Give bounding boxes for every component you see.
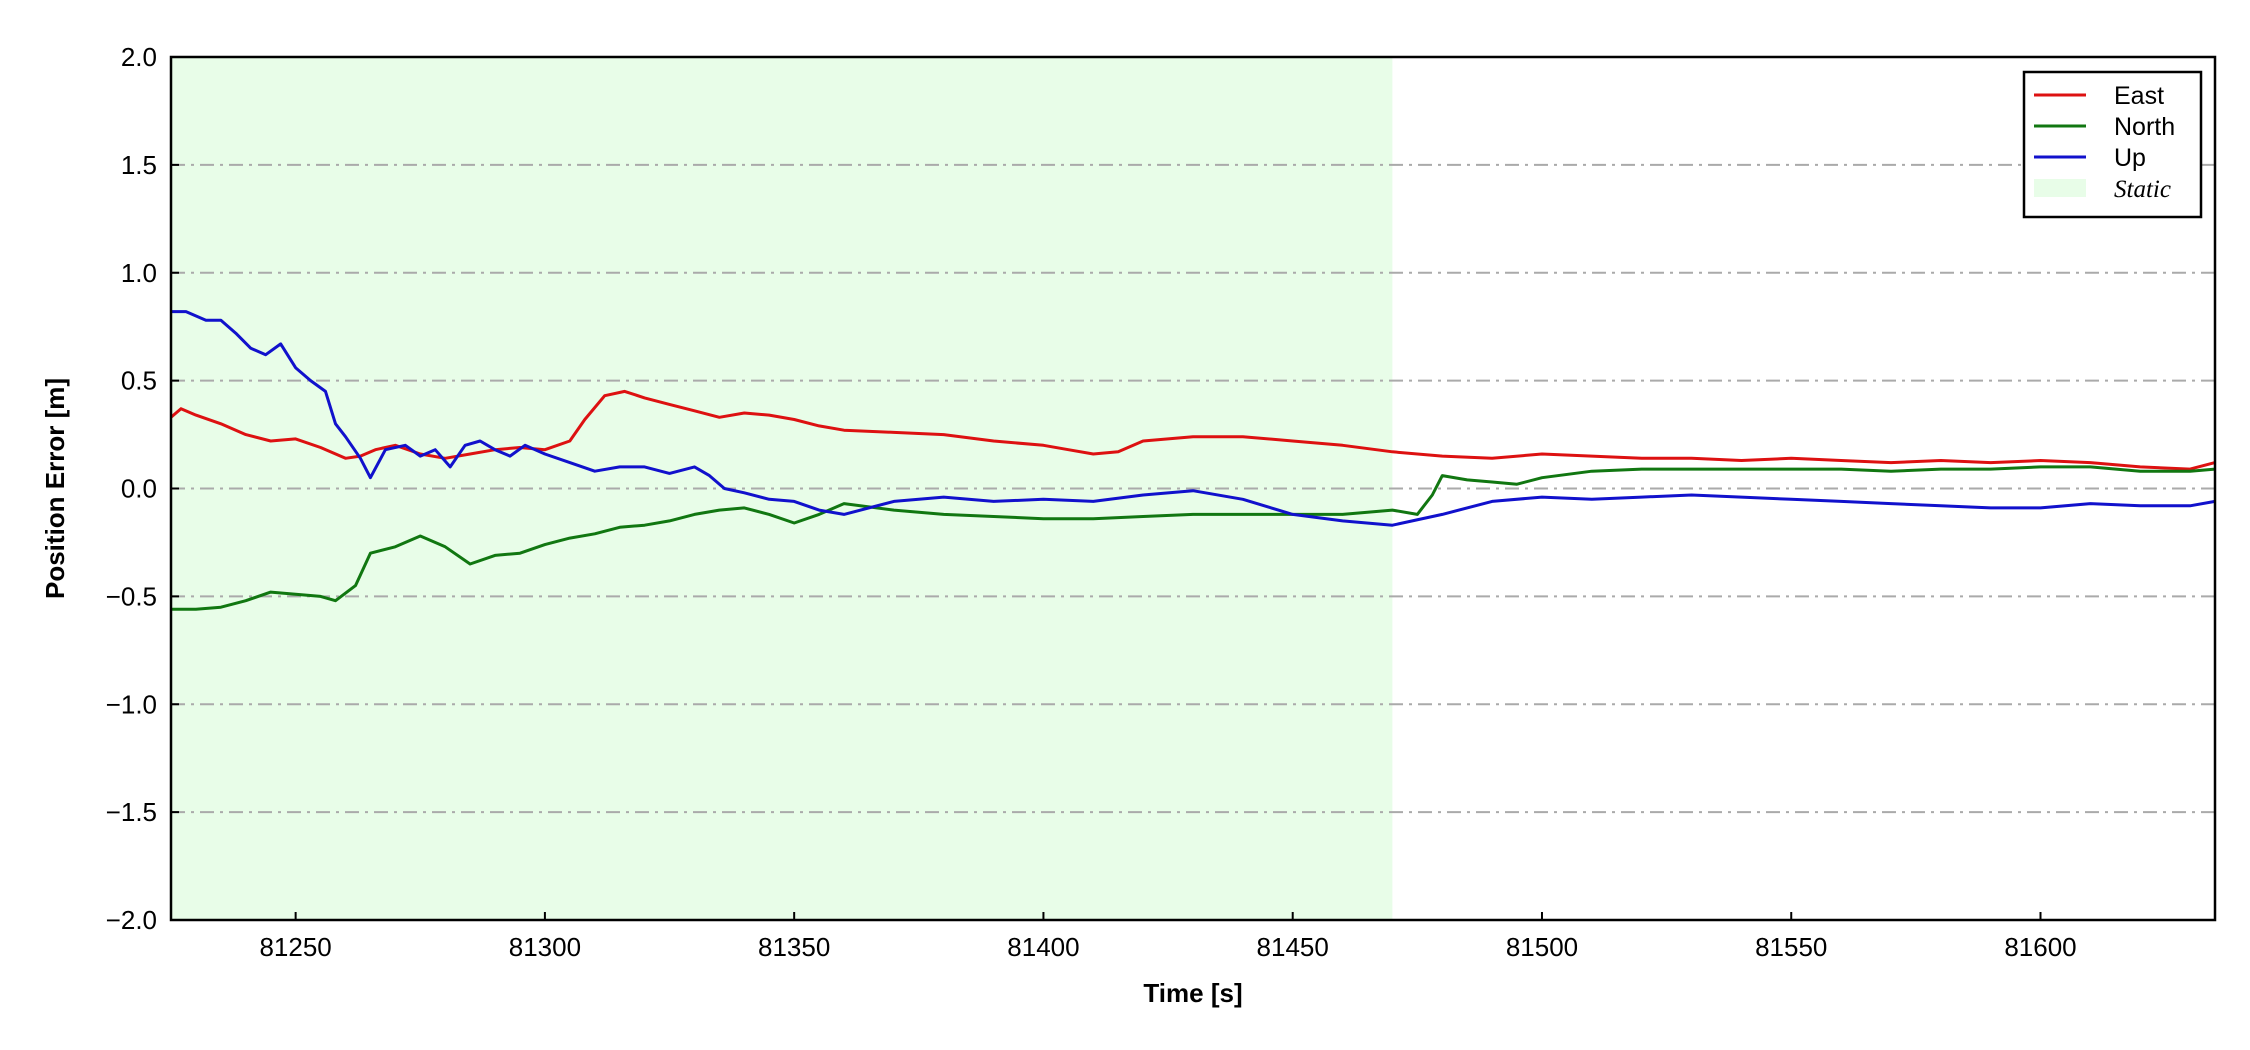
x-tick-label: 81500: [1506, 932, 1578, 962]
legend-label-up: Up: [2114, 144, 2146, 172]
tick-labels: 81250 81300 81350 81400 81450 81500 81550 81600…: [106, 42, 2077, 962]
legend-label-north: North: [2114, 113, 2175, 141]
series-lines: [170, 310, 2216, 611]
series-line-north: [171, 465, 2216, 611]
x-tick-label: 81600: [2004, 932, 2076, 962]
y-tick-label: 0.0: [121, 474, 157, 504]
x-tick-label: 81350: [758, 932, 830, 962]
series-line-east: [170, 389, 2216, 471]
y-tick-label: −1.5: [106, 797, 157, 827]
series-line-up: [171, 310, 2216, 527]
y-tick-label: 0.5: [121, 366, 157, 396]
x-tick-label: 81550: [1755, 932, 1827, 962]
x-tick-label: 81400: [1007, 932, 1079, 962]
x-tick-label: 81300: [509, 932, 581, 962]
y-tick-label: −2.0: [106, 905, 157, 935]
y-tick-label: 2.0: [121, 42, 157, 72]
y-axis-label: Position Error [m]: [40, 378, 70, 599]
y-tick-label: 1.5: [121, 150, 157, 180]
x-axis-label: Time [s]: [1143, 978, 1242, 1008]
y-tick-label: −0.5: [106, 581, 157, 611]
x-tick-label: 81450: [1257, 932, 1329, 962]
legend-swatch-static: [2034, 179, 2086, 197]
legend-label-east: East: [2114, 82, 2164, 110]
gridlines: [171, 163, 2215, 814]
axes: [169, 55, 2217, 922]
x-tick-label: 81250: [259, 932, 331, 962]
legend: East North Up Static: [2022, 70, 2203, 219]
y-tick-label: −1.0: [106, 689, 157, 719]
legend-label-static: Static: [2114, 176, 2171, 203]
y-tick-label: 1.0: [121, 258, 157, 288]
